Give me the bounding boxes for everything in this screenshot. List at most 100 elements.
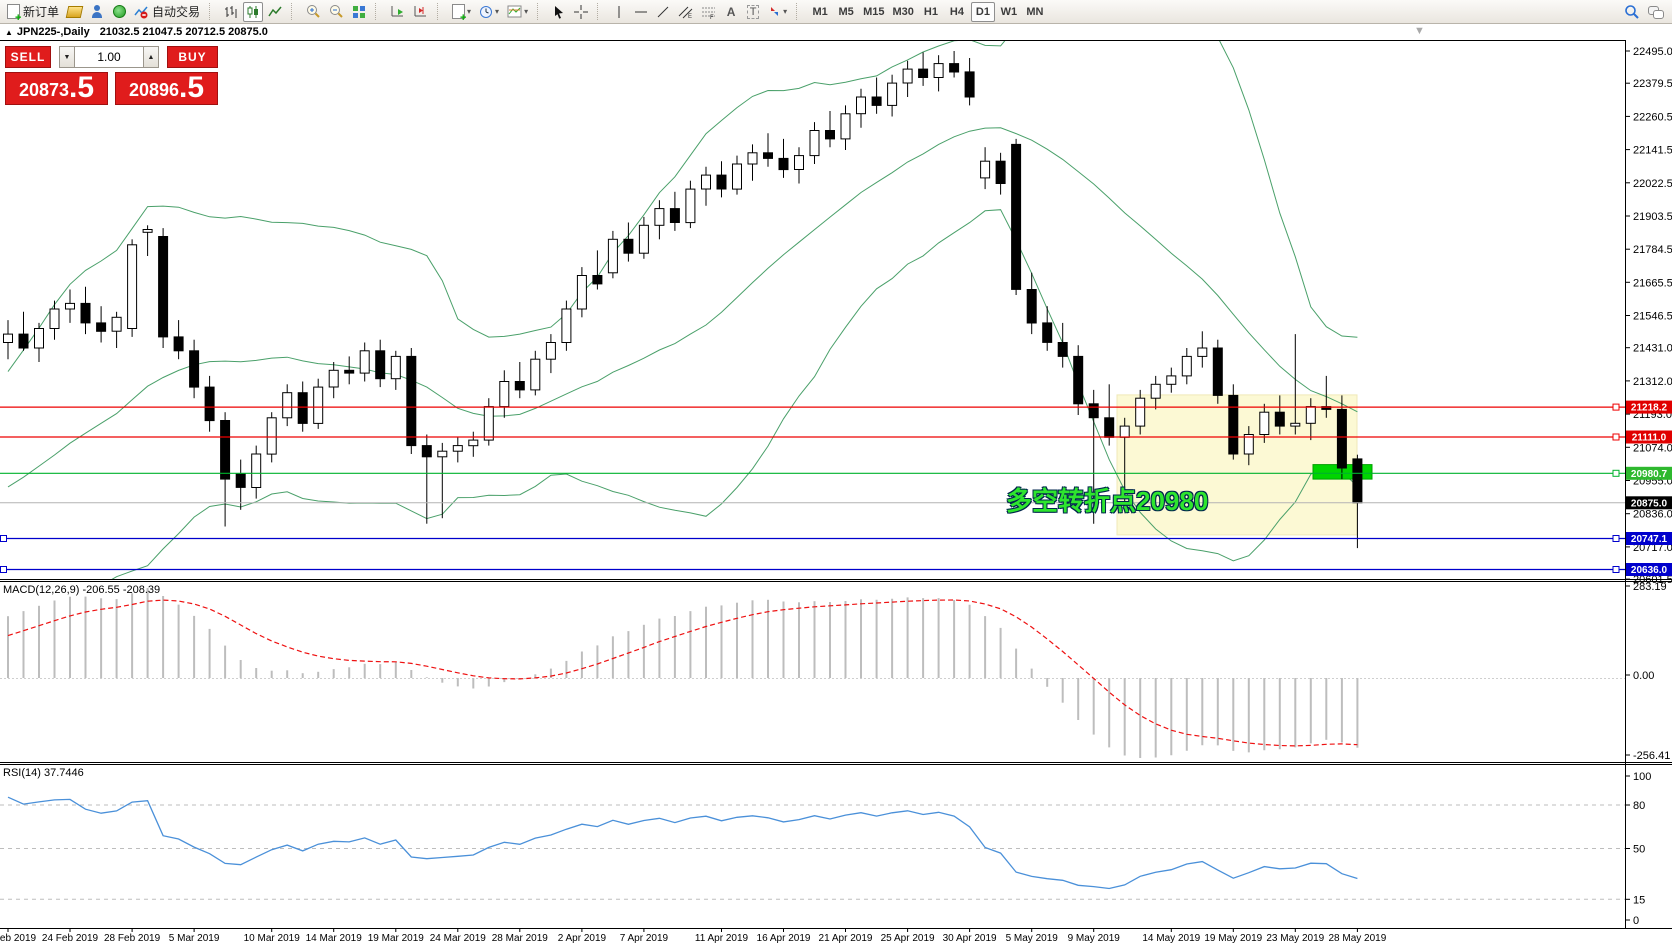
svg-text:19 Feb 2019: 19 Feb 2019 bbox=[0, 933, 37, 944]
chart-shift-button[interactable] bbox=[410, 2, 431, 22]
crosshair-button[interactable] bbox=[571, 2, 591, 22]
profile-button[interactable] bbox=[87, 2, 107, 22]
svg-text:9 May 2019: 9 May 2019 bbox=[1068, 933, 1121, 944]
svg-text:20601.5: 20601.5 bbox=[1633, 574, 1672, 586]
timeframe-button-H1[interactable]: H1 bbox=[923, 5, 938, 18]
auto-scroll-button[interactable] bbox=[387, 2, 408, 22]
buy-price-display[interactable]: 20896 .5 bbox=[115, 72, 218, 105]
sell-button[interactable]: SELL bbox=[5, 46, 51, 68]
svg-text:20980.7: 20980.7 bbox=[1631, 469, 1668, 480]
svg-text:21111.0: 21111.0 bbox=[1632, 433, 1667, 444]
svg-text:21074.0: 21074.0 bbox=[1633, 442, 1672, 454]
zoom-out-button[interactable] bbox=[326, 2, 347, 22]
bar-chart-button[interactable] bbox=[221, 2, 241, 22]
volume-input[interactable] bbox=[75, 46, 143, 68]
chevron-down-icon: ▾ bbox=[783, 7, 788, 16]
candlestick-chart-button[interactable] bbox=[243, 1, 264, 22]
chevron-down-icon: ▾ bbox=[495, 7, 500, 16]
current-price-tag bbox=[1626, 496, 1672, 510]
timeframe-button-MN[interactable]: MN bbox=[1026, 5, 1044, 18]
chevron-down-icon: ▾ bbox=[467, 7, 472, 16]
svg-text:283.19: 283.19 bbox=[1633, 581, 1667, 593]
text-label-button[interactable]: T bbox=[743, 2, 763, 22]
svg-text:14 Mar 2019: 14 Mar 2019 bbox=[306, 933, 363, 944]
arrows-button[interactable]: ▾ bbox=[765, 2, 790, 22]
rsi-level-lines bbox=[0, 804, 1625, 900]
timeframe-button-M5[interactable]: M5 bbox=[838, 5, 854, 18]
bar-chart-icon bbox=[225, 5, 237, 18]
template-icon bbox=[507, 5, 522, 18]
search-button[interactable] bbox=[1621, 2, 1643, 22]
text-icon: A bbox=[726, 4, 736, 19]
signals-icon bbox=[112, 5, 126, 18]
svg-text:20875.0: 20875.0 bbox=[1631, 498, 1668, 509]
indicators-button[interactable]: + ▾ bbox=[449, 2, 474, 24]
svg-text:16 Apr 2019: 16 Apr 2019 bbox=[757, 933, 811, 944]
macd-histogram bbox=[7, 588, 1359, 758]
line-chart-icon bbox=[268, 6, 282, 16]
equidistant-channel-button[interactable]: E bbox=[675, 2, 696, 22]
periods-button[interactable]: ▾ bbox=[476, 2, 502, 22]
gold-book-icon bbox=[65, 5, 84, 18]
bollinger-bands bbox=[7, 41, 1358, 580]
tile-windows-button[interactable] bbox=[349, 2, 369, 22]
timeframe-button-W1[interactable]: W1 bbox=[1000, 5, 1018, 18]
volume-increase-button[interactable]: ▲ bbox=[143, 46, 159, 68]
chart-shift-marker-icon[interactable]: ▼ bbox=[1414, 25, 1425, 37]
chart-symbol-title: JPN225-,Daily bbox=[16, 26, 90, 38]
zoom-in-button[interactable] bbox=[303, 2, 324, 22]
horizontal-line-button[interactable] bbox=[631, 2, 651, 22]
main-toolbar: + 新订单 自动交易 + ▾ ▾ ▾ E F A T bbox=[0, 0, 1672, 24]
line-chart-button[interactable] bbox=[265, 2, 285, 22]
templates-button[interactable]: ▾ bbox=[504, 2, 531, 22]
toolbar-separator bbox=[375, 3, 382, 20]
timeframe-button-H4[interactable]: H4 bbox=[949, 5, 964, 18]
svg-text:30 Apr 2019: 30 Apr 2019 bbox=[943, 933, 997, 944]
fibonacci-button[interactable]: F bbox=[698, 2, 719, 22]
volume-decrease-button[interactable]: ▼ bbox=[59, 46, 75, 68]
pivot-annotation-text[interactable]: 多空转折点20980 bbox=[1006, 486, 1209, 516]
crosshair-icon bbox=[574, 4, 589, 19]
new-order-icon: + bbox=[7, 4, 21, 24]
fibonacci-icon: F bbox=[702, 7, 716, 19]
svg-text:28 Mar 2019: 28 Mar 2019 bbox=[492, 933, 549, 944]
toolbar-separator bbox=[597, 3, 604, 20]
horizontal-line-icon bbox=[635, 11, 648, 12]
cursor-button[interactable] bbox=[549, 2, 569, 22]
autotrading-button[interactable]: 自动交易 bbox=[131, 2, 203, 22]
trendline-button[interactable] bbox=[653, 2, 673, 22]
text-button[interactable]: A bbox=[721, 2, 741, 22]
new-order-button[interactable]: + 新订单 bbox=[4, 2, 62, 24]
vertical-line-button[interactable] bbox=[609, 2, 629, 22]
timeframe-button-M30[interactable]: M30 bbox=[892, 5, 914, 18]
zoom-in-icon bbox=[307, 5, 320, 18]
timeframe-button-M15[interactable]: M15 bbox=[863, 5, 885, 18]
svg-text:100: 100 bbox=[1633, 771, 1651, 783]
signals-button[interactable] bbox=[109, 2, 129, 22]
svg-text:22379.5: 22379.5 bbox=[1633, 78, 1672, 90]
svg-text:21784.5: 21784.5 bbox=[1633, 244, 1672, 256]
svg-text:24 Mar 2019: 24 Mar 2019 bbox=[430, 933, 487, 944]
chat-button[interactable] bbox=[1645, 2, 1666, 22]
horizontal-lines[interactable] bbox=[0, 403, 1625, 573]
timeframe-button-M1[interactable]: M1 bbox=[812, 5, 828, 18]
svg-text:F: F bbox=[710, 15, 714, 19]
svg-text:28 May 2019: 28 May 2019 bbox=[1328, 933, 1386, 944]
svg-text:E: E bbox=[688, 14, 692, 19]
buy-button[interactable]: BUY bbox=[167, 46, 218, 68]
rsi-indicator-label: RSI(14) 37.7446 bbox=[3, 767, 84, 779]
svg-text:21 Apr 2019: 21 Apr 2019 bbox=[819, 933, 873, 944]
sell-price-int: 20873 bbox=[18, 80, 70, 100]
chart-title-bar: ▲ JPN225-,Daily 21032.5 21047.5 20712.5 … bbox=[0, 24, 1672, 40]
svg-text:20836.0: 20836.0 bbox=[1633, 509, 1672, 521]
svg-text:25 Apr 2019: 25 Apr 2019 bbox=[881, 933, 935, 944]
rsi-axis: 100 80 50 15 0 bbox=[1625, 771, 1651, 927]
rsi-line bbox=[7, 796, 1358, 890]
gold-book-button[interactable] bbox=[64, 2, 85, 22]
timeframe-button-D1[interactable]: D1 bbox=[970, 1, 995, 22]
svg-text:22022.5: 22022.5 bbox=[1633, 178, 1672, 190]
sell-price-display[interactable]: 20873 .5 bbox=[5, 72, 108, 105]
buy-price-int: 20896 bbox=[128, 80, 180, 100]
